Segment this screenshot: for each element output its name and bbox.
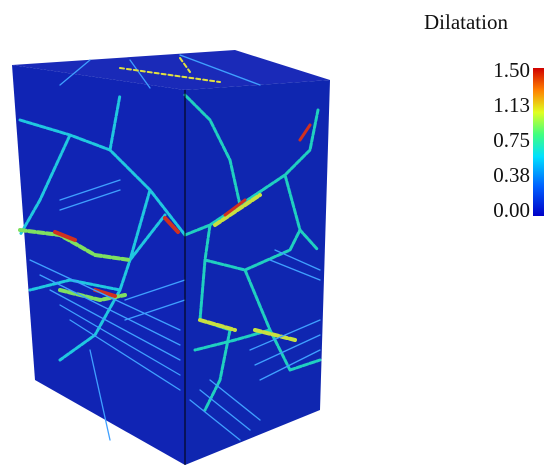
colorbar-gradient xyxy=(533,68,544,216)
colorbar-ticks: 1.50 1.13 0.75 0.38 0.00 xyxy=(493,58,530,222)
colorbar-tick-label: 1.50 xyxy=(493,58,530,82)
page: Dilatation 1.501.130.750.380.00 (() => {… xyxy=(0,0,549,470)
colorbar: Dilatation 1.50 1.13 0.75 0.38 0.00 xyxy=(424,10,544,222)
colorbar-tick-label: 1.13 xyxy=(493,93,530,117)
cube xyxy=(12,50,330,465)
colorbar-tick-label: 0.38 xyxy=(493,163,530,187)
colorbar-title: Dilatation xyxy=(424,10,508,34)
figure: Dilatation 1.50 1.13 0.75 0.38 0.00 xyxy=(0,0,549,470)
colorbar-tick-label: 0.00 xyxy=(493,198,530,222)
colorbar-tick-label: 0.75 xyxy=(493,128,530,152)
